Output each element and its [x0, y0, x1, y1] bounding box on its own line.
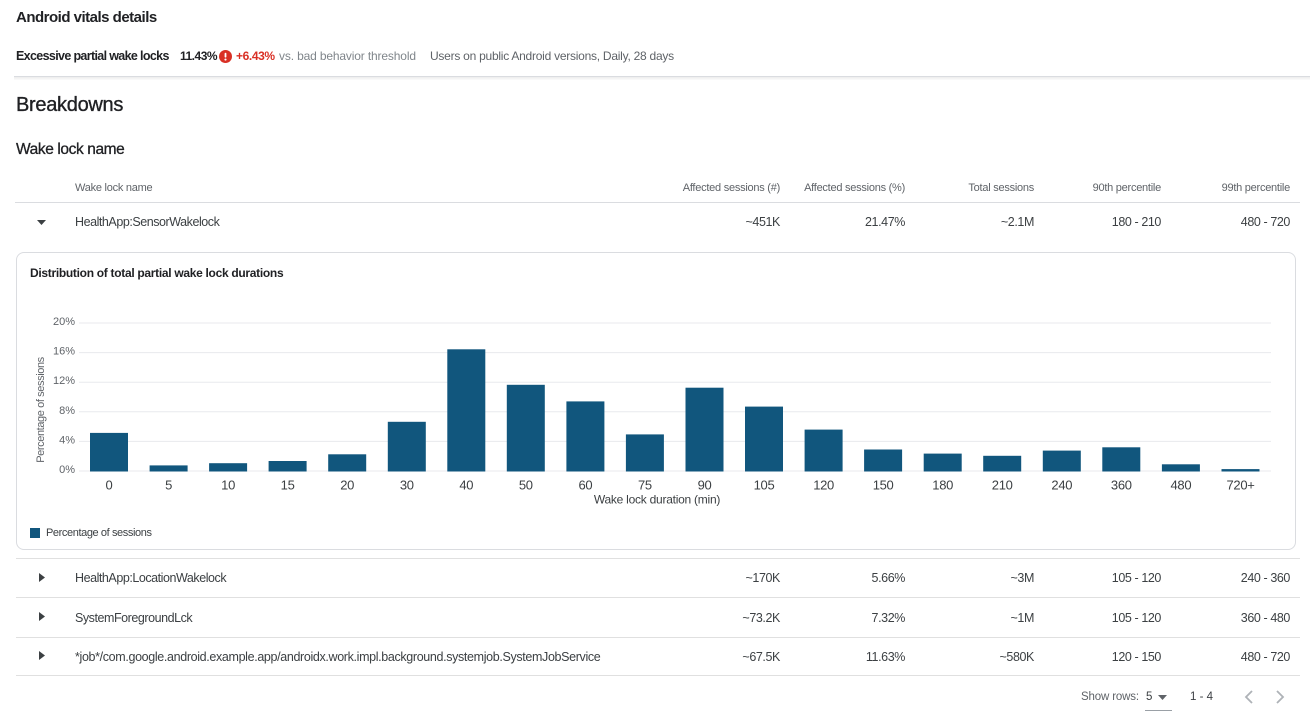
svg-text:360: 360: [1111, 478, 1132, 493]
svg-text:12%: 12%: [53, 375, 75, 387]
svg-text:20: 20: [340, 478, 354, 493]
svg-text:16%: 16%: [53, 346, 75, 358]
svg-text:40: 40: [459, 478, 473, 493]
svg-text:15: 15: [281, 478, 295, 493]
svg-text:Percentage of sessions: Percentage of sessions: [35, 356, 47, 462]
svg-text:8%: 8%: [59, 405, 75, 417]
svg-text:60: 60: [578, 478, 592, 493]
svg-text:180: 180: [932, 478, 953, 493]
svg-text:105: 105: [754, 478, 775, 493]
svg-text:150: 150: [873, 478, 894, 493]
svg-text:240: 240: [1051, 478, 1072, 493]
svg-text:720+: 720+: [1226, 478, 1254, 493]
svg-text:0: 0: [106, 478, 113, 493]
svg-text:480: 480: [1171, 478, 1192, 493]
svg-text:20%: 20%: [53, 316, 75, 328]
svg-text:0%: 0%: [59, 464, 75, 476]
svg-text:30: 30: [400, 478, 414, 493]
svg-text:90: 90: [698, 478, 712, 493]
svg-text:4%: 4%: [59, 434, 75, 446]
svg-text:Wake lock duration (min): Wake lock duration (min): [594, 493, 721, 507]
svg-text:120: 120: [813, 478, 834, 493]
svg-text:75: 75: [638, 478, 652, 493]
svg-text:5: 5: [165, 478, 172, 493]
svg-text:10: 10: [221, 478, 235, 493]
svg-text:210: 210: [992, 478, 1013, 493]
svg-text:50: 50: [519, 478, 533, 493]
